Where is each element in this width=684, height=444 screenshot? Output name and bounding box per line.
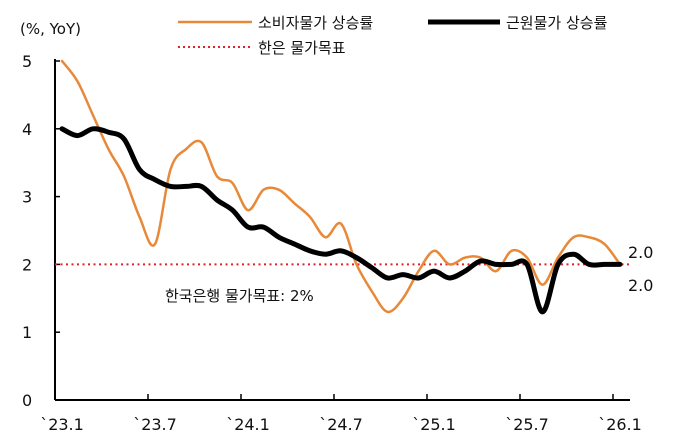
legend-target-label: 한은 물가목표 <box>258 39 346 57</box>
x-tick-label: `25.1 <box>412 415 456 434</box>
x-tick-label: `23.7 <box>133 415 177 434</box>
legend-cpi-label: 소비자물가 상승률 <box>258 14 373 32</box>
end-label-cpi: 2.0 <box>628 243 653 262</box>
x-tick-label: `26.1 <box>598 415 642 434</box>
core-cpi-line <box>59 126 623 315</box>
legend: 소비자물가 상승률 근원물가 상승률 한은 물가목표 <box>178 14 608 57</box>
y-tick-label: 3 <box>22 188 32 207</box>
end-label-core: 2.0 <box>628 276 653 295</box>
plot-area <box>55 59 632 315</box>
y-tick-label: 5 <box>22 52 32 71</box>
target-annotation: 한국은행 물가목표: 2% <box>165 287 314 305</box>
legend-core-label: 근원물가 상승률 <box>506 14 608 32</box>
x-tick-label: `24.1 <box>226 415 270 434</box>
y-tick-label: 0 <box>22 391 32 410</box>
y-axis-label: (%, YoY) <box>20 20 81 38</box>
x-tick-label: `24.7 <box>319 415 363 434</box>
axes: 0 1 2 3 4 5 `23.1 `23.7 `24.1 `24.7 `25.1 `25.7 `26.… <box>22 52 642 434</box>
x-tick-label: `25.7 <box>505 415 549 434</box>
cpi-line <box>60 59 622 314</box>
y-tick-label: 2 <box>22 255 32 274</box>
y-tick-label: 1 <box>22 323 32 342</box>
x-tick-label: `23.1 <box>40 415 84 434</box>
y-tick-label: 4 <box>22 120 32 139</box>
